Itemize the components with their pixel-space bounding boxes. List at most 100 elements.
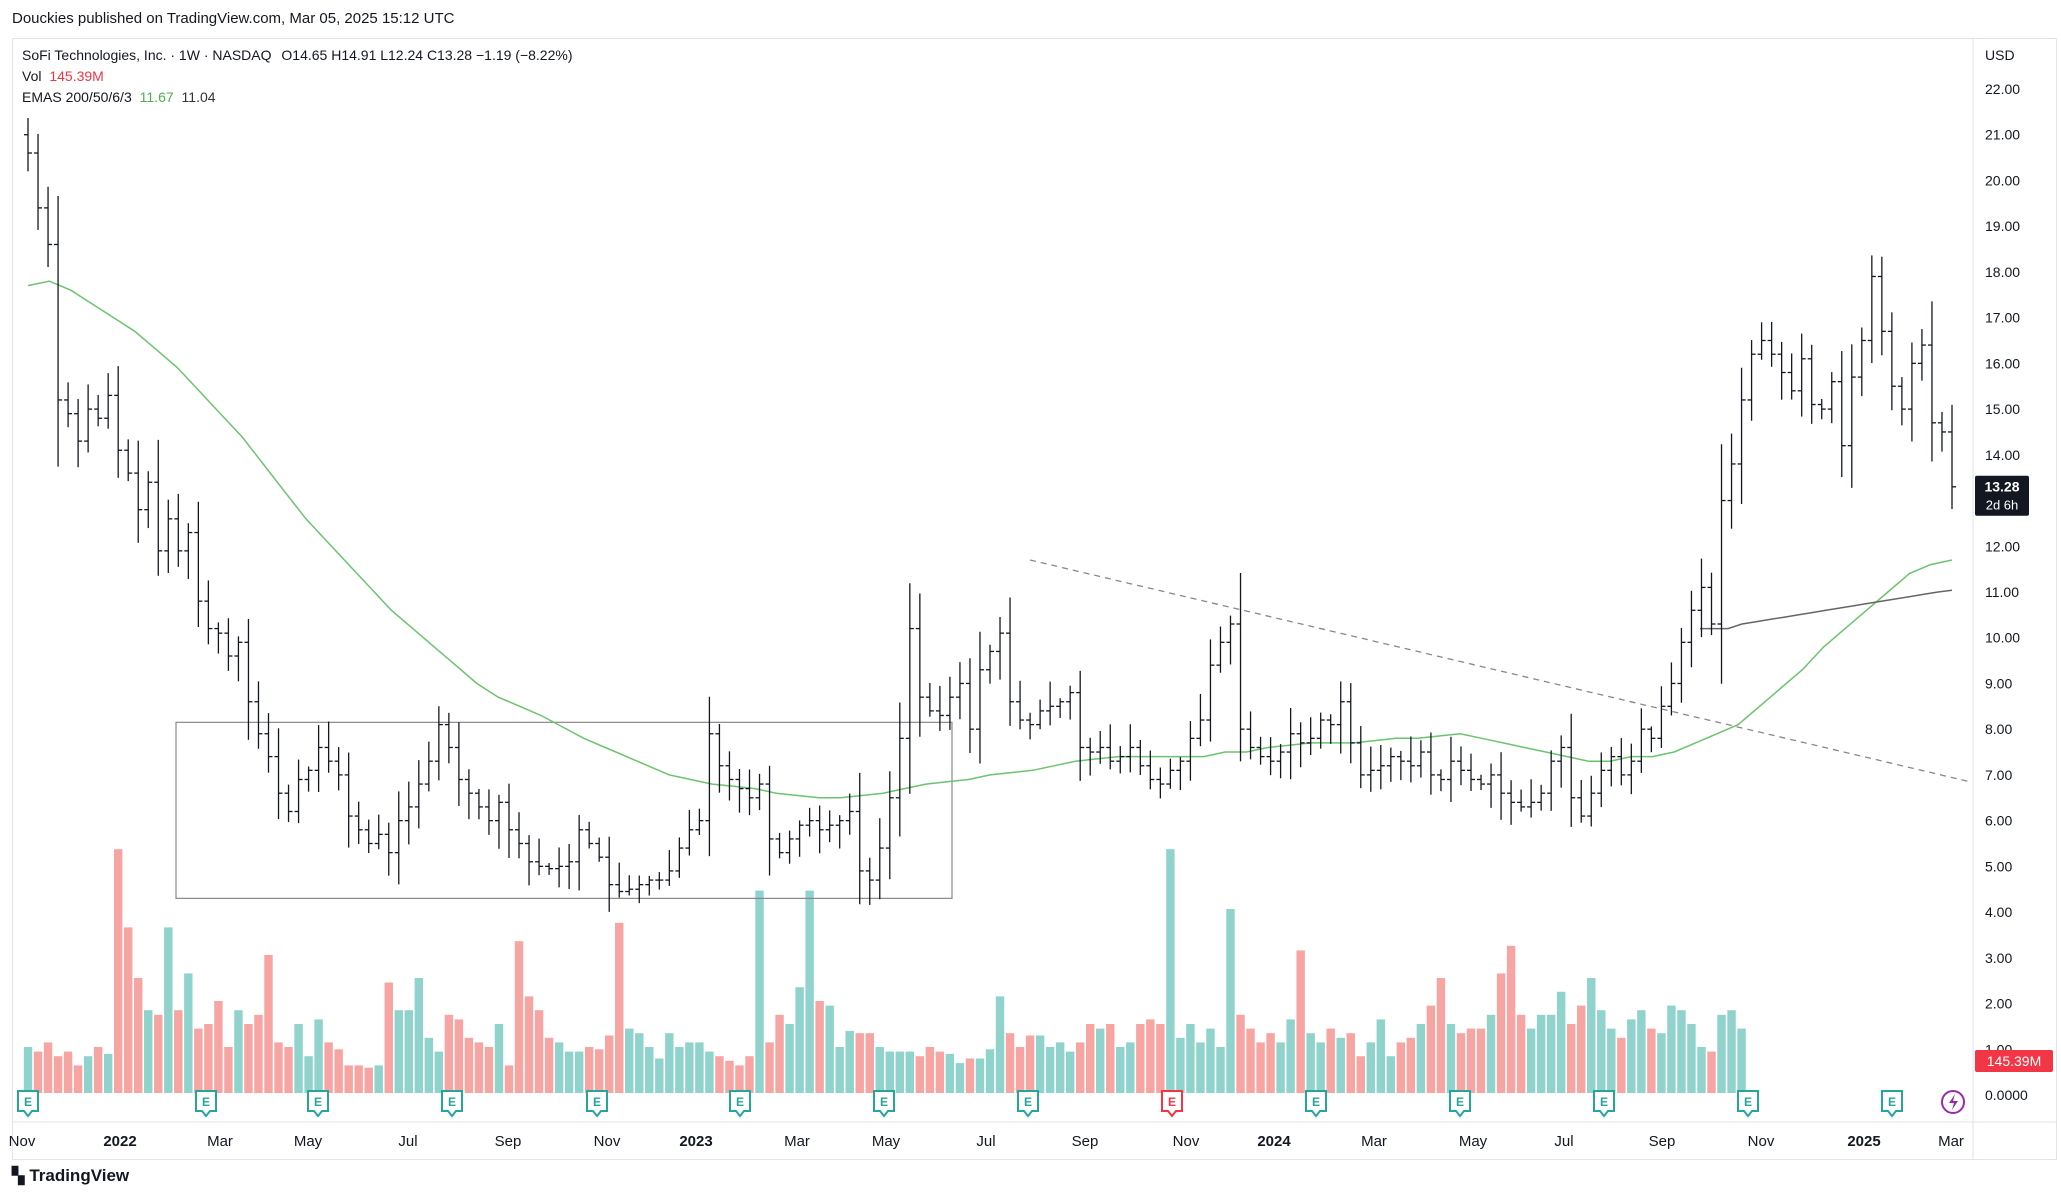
volume-bar <box>594 1049 604 1093</box>
ema-label[interactable]: EMAS 200/50/6/3 <box>22 89 132 105</box>
volume-bar <box>604 1035 614 1093</box>
volume-bar <box>1597 1010 1606 1093</box>
volume-bar <box>494 1024 504 1093</box>
volume-bar <box>1186 1024 1195 1093</box>
volume-bar <box>1587 978 1596 1093</box>
volume-bar <box>1025 1035 1035 1093</box>
volume-bar <box>1556 991 1566 1093</box>
volume-bar <box>765 1042 774 1093</box>
volume-bar <box>83 1056 93 1093</box>
time-tick-label: Nov <box>1173 1133 1200 1150</box>
time-tick-label: Mar <box>1938 1133 1964 1150</box>
volume-bar <box>304 1056 313 1093</box>
volume-bar <box>23 1047 33 1093</box>
volume-bar <box>1216 1047 1225 1093</box>
volume-bar <box>1366 1042 1376 1093</box>
volume-bar <box>945 1053 955 1093</box>
earnings-marker[interactable] <box>441 1090 463 1118</box>
volume-bar <box>1717 1014 1726 1093</box>
volume-bar <box>123 927 133 1093</box>
tradingview-logo-icon: ▚ <box>12 1168 24 1185</box>
earnings-marker-label: E <box>202 1095 210 1109</box>
earnings-marker[interactable] <box>1305 1090 1327 1118</box>
price-tick-label: 12.00 <box>1985 538 2020 554</box>
earnings-marker[interactable] <box>1161 1090 1183 1118</box>
earnings-marker[interactable] <box>1017 1090 1039 1118</box>
earnings-marker[interactable] <box>586 1090 608 1118</box>
volume-bar <box>1116 1047 1125 1093</box>
earnings-marker[interactable] <box>873 1090 895 1118</box>
volume-bar <box>685 1042 694 1093</box>
volume-bar <box>995 996 1005 1093</box>
volume-bar <box>625 1028 634 1093</box>
volume-bar <box>164 927 173 1093</box>
earnings-marker-label: E <box>1888 1095 1896 1109</box>
volume-bar <box>584 1047 594 1093</box>
currency-label[interactable]: USD <box>1985 47 2015 63</box>
symbol-title[interactable]: SoFi Technologies, Inc. · 1W · NASDAQ <box>22 47 272 63</box>
tradingview-brand[interactable]: ▚ TradingView <box>12 1166 129 1186</box>
price-tick-label: 8.00 <box>1985 721 2012 737</box>
earnings-marker[interactable] <box>195 1090 217 1118</box>
volume-bar <box>524 996 534 1093</box>
volume-bar <box>1286 1019 1295 1093</box>
time-tick-label: May <box>294 1133 323 1150</box>
volume-bar <box>1637 1010 1646 1093</box>
volume-bar <box>975 1058 985 1093</box>
volume-bar <box>745 1056 754 1093</box>
volume-bar <box>284 1047 293 1093</box>
volume-bar <box>895 1051 905 1093</box>
time-tick-label: May <box>872 1133 901 1150</box>
volume-bar <box>514 941 524 1093</box>
volume-bar <box>544 1037 554 1093</box>
volume-bar <box>1607 1028 1616 1093</box>
volume-bar <box>374 1065 383 1093</box>
volume-bar <box>1316 1042 1325 1093</box>
earnings-marker-label: E <box>1744 1095 1752 1109</box>
volume-bar <box>154 1014 163 1093</box>
consolidation-rectangle[interactable] <box>175 721 953 899</box>
volume-bar <box>985 1049 995 1093</box>
volume-bar <box>113 849 123 1093</box>
ema-200-line[interactable] <box>1700 589 1953 630</box>
time-tick-label: Jul <box>398 1133 417 1150</box>
earnings-marker-label: E <box>880 1095 888 1109</box>
volume-bar <box>1707 1051 1716 1093</box>
last-price-label: 13.28 <box>1984 479 2019 495</box>
earnings-marker[interactable] <box>1881 1090 1903 1118</box>
volume-label[interactable]: Vol <box>22 68 42 84</box>
volume-bar <box>1306 1033 1315 1093</box>
volume-bar <box>384 982 393 1093</box>
volume-bar <box>354 1065 363 1093</box>
volume-bar <box>404 1010 414 1093</box>
brand-label: TradingView <box>29 1166 130 1185</box>
ema-value-2: 11.04 <box>181 89 216 105</box>
earnings-marker[interactable] <box>729 1090 751 1118</box>
earnings-marker[interactable] <box>1449 1090 1471 1118</box>
volume-bar <box>444 1014 454 1093</box>
chart-frame <box>12 38 2057 1160</box>
volume-bar <box>1416 1024 1426 1093</box>
ema-50-line[interactable] <box>27 280 1953 799</box>
earnings-marker[interactable] <box>1593 1090 1615 1118</box>
volume-bar <box>73 1065 83 1093</box>
volume-bar <box>655 1058 664 1093</box>
price-tick-label: 0.0000 <box>1985 1087 2028 1103</box>
earnings-marker-label: E <box>1456 1095 1464 1109</box>
earnings-marker[interactable] <box>17 1090 39 1118</box>
earnings-marker[interactable] <box>1737 1090 1759 1118</box>
price-tick-label: 18.00 <box>1985 264 2020 280</box>
volume-bar <box>645 1047 654 1093</box>
volume-bar <box>274 1042 283 1093</box>
price-tick-label: 10.00 <box>1985 630 2020 646</box>
volume-bar <box>1386 1056 1396 1093</box>
earnings-marker[interactable] <box>307 1090 329 1118</box>
volume-bar <box>1196 1042 1205 1093</box>
descending-trendline[interactable] <box>1029 559 1971 783</box>
last-volume-tag[interactable] <box>1975 1050 2053 1072</box>
last-price-tag[interactable] <box>1975 475 2029 516</box>
volume-bar <box>815 1001 824 1093</box>
volume-bar <box>244 1024 253 1093</box>
earnings-marker-label: E <box>24 1095 32 1109</box>
